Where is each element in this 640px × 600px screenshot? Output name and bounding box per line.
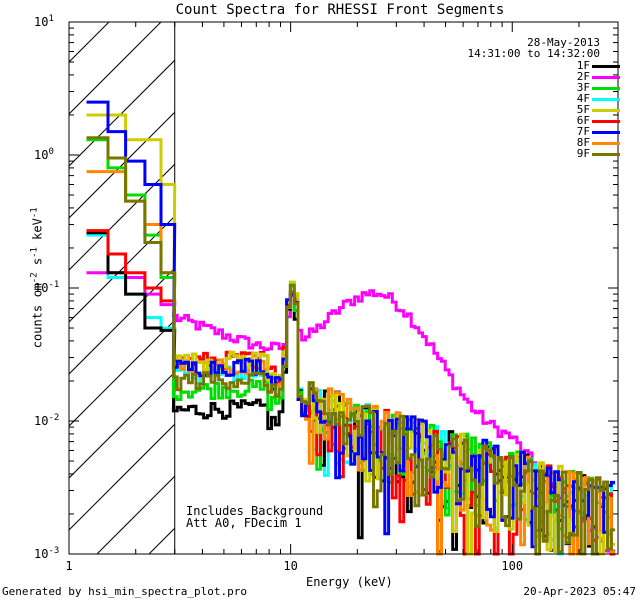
- y-tick-exponent: 0: [48, 147, 54, 157]
- y-tick-exponent: -1: [48, 280, 60, 290]
- legend-swatch: [592, 153, 620, 156]
- legend-swatch: [592, 87, 620, 90]
- y-tick-label: 101: [34, 13, 54, 29]
- y-tick-base: 10: [34, 15, 49, 29]
- annotation-line-1: Includes Background: [186, 504, 324, 518]
- legend-label: 1F: [576, 59, 590, 72]
- y-tick-label: 10-3: [34, 545, 59, 561]
- chart-title: Count Spectra for RHESSI Front Segments: [175, 2, 505, 18]
- y-tick-label: 10-1: [34, 279, 59, 295]
- hatch-line: [69, 163, 175, 271]
- hatch-line: [69, 22, 162, 115]
- legend-label: 5F: [576, 103, 590, 116]
- legend-item: 7F: [548, 125, 628, 138]
- legend-label: 2F: [576, 70, 590, 83]
- legend-item: 8F: [548, 136, 628, 149]
- y-label-e: keV: [30, 218, 45, 248]
- x-axis-label: Energy (keV): [306, 575, 393, 589]
- x-tick-label: 10: [283, 559, 298, 573]
- hatch-line: [69, 22, 110, 63]
- legend-label: 6F: [576, 114, 590, 127]
- hatch-line: [69, 371, 175, 479]
- footer-generated-by: Generated by hsi_min_spectra_plot.pro: [2, 585, 248, 598]
- legend-swatch: [592, 98, 620, 101]
- legend-swatch: [592, 142, 620, 145]
- y-label-exp-3: -1: [29, 207, 40, 219]
- y-tick-base: 10: [34, 148, 49, 162]
- y-tick-exponent: -2: [48, 413, 60, 423]
- footer-timestamp: 20-Apr-2023 05:47: [523, 585, 636, 598]
- hatch-line: [69, 423, 175, 531]
- y-tick-exponent: -3: [48, 546, 60, 556]
- x-tick-label: 100: [501, 559, 524, 573]
- y-label-c: s: [30, 257, 45, 273]
- legend-label: 7F: [576, 125, 590, 138]
- date-label: 28-May-2013: [527, 36, 600, 49]
- annotation-line-2: Att A0, FDecim 1: [186, 516, 302, 530]
- y-tick-base: 10: [34, 281, 49, 295]
- legend-label: 9F: [576, 147, 590, 160]
- legend-item: 6F: [548, 114, 628, 127]
- legend-item: 5F: [548, 103, 628, 116]
- legend-item: 1F: [548, 59, 628, 72]
- legend-item: 9F: [548, 147, 628, 160]
- y-label-exp-2: -1: [29, 247, 40, 258]
- legend-swatch: [592, 131, 620, 134]
- hatched-region: [69, 22, 175, 554]
- legend-label: 8F: [576, 136, 590, 149]
- legend-swatch: [592, 120, 620, 123]
- legend-swatch: [592, 76, 620, 79]
- legend-label: 3F: [576, 81, 590, 94]
- y-tick-label: 100: [34, 146, 54, 162]
- y-tick-base: 10: [34, 547, 49, 561]
- y-tick-base: 10: [34, 414, 49, 428]
- series-line-7F: [86, 100, 616, 549]
- legend-item: 4F: [548, 92, 628, 105]
- x-tick-label: 1: [65, 559, 73, 573]
- y-tick-label: 10-2: [34, 412, 59, 428]
- legend-label: 4F: [576, 92, 590, 105]
- legend-swatch: [592, 65, 620, 68]
- hatch-line: [69, 215, 175, 323]
- legend-item: 2F: [548, 70, 628, 83]
- legend-swatch: [592, 109, 620, 112]
- legend-item: 3F: [548, 81, 628, 94]
- y-tick-exponent: 1: [48, 14, 54, 24]
- time-range-label: 14:31:00 to 14:32:00: [467, 47, 600, 60]
